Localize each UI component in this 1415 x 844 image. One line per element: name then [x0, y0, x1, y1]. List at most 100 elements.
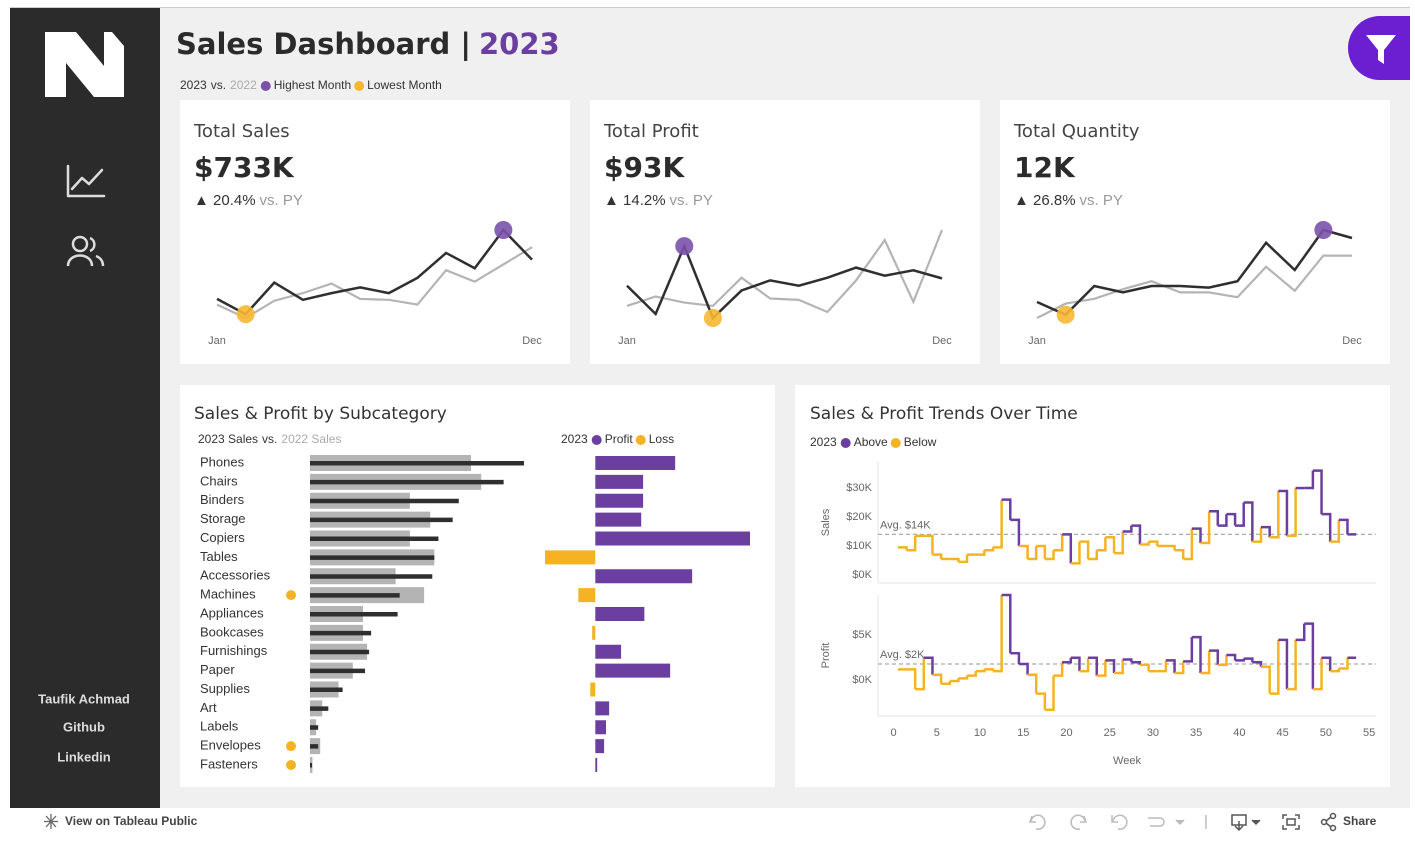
step-segment	[967, 671, 977, 677]
kpi-title: Total Sales	[193, 121, 290, 142]
profit-bar	[592, 625, 596, 640]
legend-text: vs.	[262, 432, 277, 446]
legend-text: Above	[854, 435, 888, 449]
kpi-change: ▲ 26.8% vs. PY	[1014, 192, 1123, 209]
step-segment	[1105, 536, 1116, 554]
bar-current	[310, 517, 453, 523]
x-tick-label: Dec	[522, 335, 542, 347]
trend-icon[interactable]	[66, 164, 106, 198]
bar-current	[310, 649, 370, 655]
category-label: Appliances	[200, 605, 264, 620]
legend-text: 2023	[810, 435, 837, 449]
users-icon[interactable]	[66, 235, 105, 267]
step-segment	[1079, 657, 1090, 673]
legend-swatch	[260, 81, 271, 91]
spark-line	[216, 228, 533, 316]
legend-text: 2022 Sales	[281, 432, 341, 446]
bar-current	[310, 555, 435, 560]
profit-bar	[545, 550, 596, 565]
highest-month	[1314, 221, 1333, 239]
share-button[interactable]: Share	[1343, 814, 1377, 828]
kpi-card	[590, 100, 980, 364]
step-segment	[1122, 658, 1133, 663]
step-segment	[1122, 525, 1133, 533]
step-segment	[1010, 652, 1021, 665]
step-segment	[1269, 639, 1280, 695]
kpi-change: ▲ 20.4% vs. PY	[194, 192, 303, 209]
step-segment	[1001, 498, 1012, 520]
view-on-tableau[interactable]: View on Tableau Public	[65, 814, 198, 828]
x-tick-label: 25	[1104, 727, 1116, 739]
x-tick-label: 5	[934, 727, 940, 739]
step-segment	[1044, 550, 1055, 561]
bar-current	[310, 593, 400, 598]
y-tick-label: $10K	[846, 540, 872, 552]
step-segment	[1304, 470, 1315, 490]
chart-card	[180, 385, 775, 787]
step-segment	[932, 673, 943, 684]
legend-swatch	[635, 435, 646, 445]
chart-title: Sales & Profit by Subcategory	[194, 404, 447, 424]
step-segment	[1036, 692, 1047, 710]
step-segment	[1096, 537, 1107, 552]
step-segment	[1261, 525, 1271, 538]
spark-line	[216, 246, 533, 320]
legend-swatch	[840, 438, 851, 448]
link[interactable]: Linkedin	[57, 749, 111, 764]
step-segment	[1312, 469, 1323, 515]
undo-redo-icons[interactable]	[1028, 814, 1207, 831]
step-segment	[1330, 668, 1341, 673]
filter-icon	[1366, 35, 1396, 64]
y-tick-label: $0K	[852, 674, 872, 686]
step-segment	[906, 668, 917, 690]
kpi-title: Total Quantity	[1013, 121, 1140, 142]
step-segment	[1321, 656, 1332, 672]
x-axis-label: Week	[1113, 755, 1141, 767]
step-segment	[958, 675, 969, 680]
step-segment	[1286, 639, 1297, 691]
toolbar-icons[interactable]	[1231, 812, 1337, 832]
bar-current	[310, 461, 524, 466]
step-segment	[1088, 550, 1098, 561]
step-segment	[1261, 665, 1271, 694]
category-label: Accessories	[200, 568, 271, 583]
category-label: Furnishings	[200, 643, 268, 658]
profit-bar	[595, 758, 598, 772]
category-label: Paper	[200, 662, 235, 677]
toolbar	[10, 808, 1410, 836]
logo-notch	[112, 32, 124, 46]
profit-bar	[595, 569, 693, 584]
step-segment	[1235, 502, 1245, 527]
kpi-change: ▲ 14.2% vs. PY	[604, 192, 713, 209]
x-tick-label: 50	[1320, 727, 1332, 739]
category-label: Bookcases	[200, 624, 264, 639]
profit-bar	[595, 607, 645, 621]
profit-bar	[595, 720, 606, 735]
step-segment	[923, 656, 934, 675]
profit-bar	[578, 588, 596, 603]
y-tick-label: $0K	[852, 569, 872, 581]
kpi-change-note: vs. PY	[670, 192, 713, 209]
y-axis-label: Profit	[820, 643, 832, 669]
step-segment	[1114, 531, 1124, 555]
link[interactable]: Github	[63, 719, 105, 734]
step-segment	[941, 681, 952, 685]
step-segment	[1165, 659, 1176, 673]
step-segment	[1183, 637, 1194, 663]
step-segment	[958, 554, 969, 564]
step-segment	[1131, 524, 1142, 545]
kpi-title: Total Profit	[603, 121, 699, 142]
step-segment	[1044, 675, 1055, 711]
kpi-change-value: ▲ 26.8%	[1014, 192, 1076, 209]
chart-card	[795, 385, 1390, 787]
bar-current	[310, 687, 343, 692]
y-tick-label: $30K	[846, 482, 872, 494]
y-axis-label: Sales	[820, 508, 832, 536]
step-segment	[1278, 638, 1289, 690]
step-segment	[1304, 622, 1315, 690]
x-tick-label: Dec	[1342, 335, 1362, 347]
profit-bar	[595, 512, 642, 527]
lowest-month	[1056, 305, 1075, 324]
legend-text: vs.	[211, 78, 226, 92]
x-tick-label: Jan	[618, 335, 636, 347]
